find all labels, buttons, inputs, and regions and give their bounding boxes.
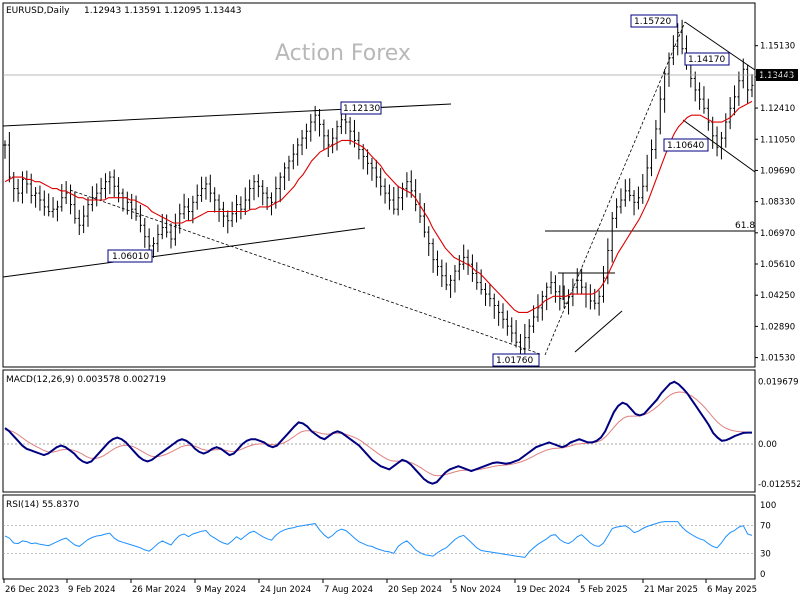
price-y-tick-label: 1.04250 xyxy=(760,291,795,301)
moving-average xyxy=(4,100,753,313)
x-tick-label: 24 Jun 2024 xyxy=(260,585,311,595)
fib-618-label: 61.8 xyxy=(735,221,755,231)
rsi-title: RSI(14) 55.8370 xyxy=(6,500,79,510)
level-label-115720: 1.15720 xyxy=(634,17,671,27)
level-label-112130: 1.12130 xyxy=(343,104,380,114)
rsi-y-tick-label: 30 xyxy=(760,549,771,559)
level-box-112130 xyxy=(340,101,382,115)
x-tick-label: 9 May 2024 xyxy=(196,585,246,595)
price-y-tick-label: 1.06970 xyxy=(760,229,795,239)
macd-y-tick-label: 0.019679 xyxy=(758,378,799,388)
x-tick-label: 6 May 2025 xyxy=(707,585,757,595)
price-bars xyxy=(3,19,754,360)
rsi-line xyxy=(3,521,755,558)
rsi-main-line xyxy=(4,521,753,558)
price-y-tick-label: 1.13770 xyxy=(760,73,795,83)
x-tick-label: 9 Feb 2024 xyxy=(68,585,116,595)
lower-channel-line xyxy=(2,227,366,278)
price-y-tick-label: 1.08330 xyxy=(760,198,795,208)
rsi-panel[interactable] xyxy=(2,494,756,580)
x-axis: 26 Dec 2023 9 Feb 2024 26 Mar 2024 9 May 20… xyxy=(3,579,757,595)
price-y-tick-label: 1.11050 xyxy=(760,135,795,145)
symbol-label: EURUSD,Daily xyxy=(6,6,70,16)
macd-y-tick-label: -0.012552 xyxy=(758,480,800,490)
price-y-tick-label: 1.09690 xyxy=(760,166,795,176)
price-y-tick-label: 1.01530 xyxy=(760,354,795,364)
x-tick-label: 19 Dec 2024 xyxy=(516,585,570,595)
ma-line xyxy=(4,100,753,313)
x-tick-label: 26 Dec 2023 xyxy=(5,585,59,595)
macd-title: MACD(12,26,9) 0.003578 0.002719 xyxy=(6,375,166,385)
level-box-115720 xyxy=(630,14,678,28)
dashed-decline-line xyxy=(69,189,541,355)
rsi-y-tick-label: 70 xyxy=(760,522,771,532)
x-tick-label: 26 Mar 2024 xyxy=(132,585,186,595)
level-box-106010 xyxy=(107,249,153,263)
price-y-tick-label: 1.05610 xyxy=(760,260,795,270)
level-annotations: 1.12130 1.06010 1.01760 1.15720 1.14170 … xyxy=(107,14,755,367)
ohlc-label: 1.12943 1.13591 1.12095 1.13443 xyxy=(84,6,241,16)
rsi-y-tick-label: 0 xyxy=(760,570,765,580)
price-y-tick-label: 1.15130 xyxy=(760,42,795,52)
macd-main-line xyxy=(4,380,752,485)
macd-y-tick-label: 0.00 xyxy=(758,440,777,450)
current-price-tag xyxy=(756,69,798,81)
macd-lines xyxy=(3,380,755,485)
watermark: Action Forex xyxy=(275,41,411,66)
current-price-label: 1.13443 xyxy=(759,71,794,81)
level-label-110640: 1.10640 xyxy=(667,141,704,151)
lower-wedge-line xyxy=(682,119,756,173)
rsi-y-tick-label: 100 xyxy=(760,501,776,511)
x-tick-label: 5 Nov 2024 xyxy=(452,585,501,595)
level-label-101760: 1.01760 xyxy=(496,356,533,366)
level-box-114170 xyxy=(684,52,730,66)
x-tick-label: 21 Mar 2025 xyxy=(644,585,698,595)
x-tick-label: 5 Feb 2025 xyxy=(580,585,628,595)
price-y-axis: 1.15130 1.13770 1.12410 1.11050 1.09690 1.083… xyxy=(755,42,795,364)
level-box-101760 xyxy=(492,353,540,367)
price-y-tick-label: 1.12410 xyxy=(760,104,795,114)
x-tick-label: 7 Aug 2024 xyxy=(324,585,373,595)
price-y-tick-label: 1.02890 xyxy=(760,322,795,332)
level-box-110640 xyxy=(663,138,709,152)
x-tick-label: 20 Sep 2024 xyxy=(388,585,442,595)
rsi-y-axis: 100 70 30 0 xyxy=(760,501,776,580)
level-label-106010: 1.06010 xyxy=(112,252,149,262)
macd-y-axis: 0.019679 0.00 -0.012552 xyxy=(758,378,800,490)
price-header: EURUSD,Daily 1.12943 1.13591 1.12095 1.1… xyxy=(6,6,241,16)
level-label-114170: 1.14170 xyxy=(688,55,725,65)
macd-panel[interactable] xyxy=(2,369,756,493)
box-bottom-line xyxy=(574,310,623,353)
